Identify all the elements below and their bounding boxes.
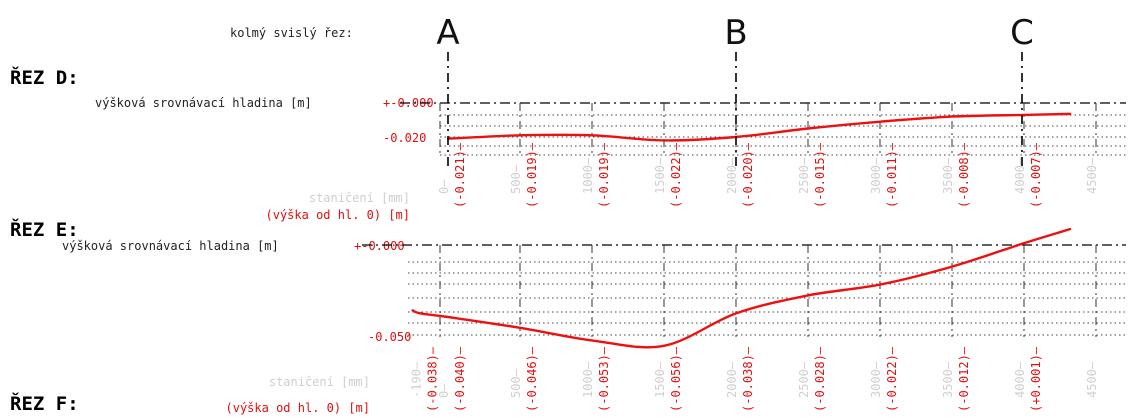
section-d-station-tick: 2000— (725, 157, 739, 194)
section-e-height-label: (-0.056)— (669, 346, 683, 412)
cut-header-label: kolmý svislý řez: (230, 26, 353, 40)
level-label-d: -0.020 (383, 131, 426, 145)
section-d-station-tick: 3500— (941, 157, 955, 194)
section-d-height-label: (-0.020)— (741, 142, 755, 208)
section-e-profile-chart: -190— 0— 500— 1000— 1500— 2000— 2500— 3000— 3500… (362, 227, 1126, 412)
section-d-height-label: (-0.008)— (957, 142, 971, 208)
height-label-e: (výška od hl. 0) [m] (226, 401, 371, 415)
section-e-station-tick: 4500— (1085, 361, 1099, 398)
reference-label-e: výšková srovnávací hladina [m] (62, 239, 279, 253)
section-e-station-tick: 2000— (725, 361, 739, 398)
section-d-height-label: (-0.011)— (885, 142, 899, 208)
section-e-station-tick: 1000— (581, 361, 595, 398)
section-d-height-label: (-0.019)— (597, 142, 611, 208)
section-d-height-label: (-0.015)— (813, 142, 827, 208)
cut-letter-a: A (436, 13, 459, 53)
section-e-station-tick: 4000— (1013, 361, 1027, 398)
section-e-height-label: (-0.022)— (885, 346, 899, 412)
section-e-height-label: (-0.038)— (741, 346, 755, 412)
section-e-station-tick: 3000— (869, 361, 883, 398)
section-d-height-label: (-0.022)— (669, 142, 683, 208)
section-d-station-tick: 1000— (581, 157, 595, 194)
station-label-e: staničení [mm] (269, 375, 370, 389)
section-e-height-label: (-0.012)— (957, 346, 971, 412)
section-d-station-tick: 500— (509, 164, 523, 194)
section-e-station-tick: 1500— (653, 361, 667, 398)
section-d-station-tick: 1500— (653, 157, 667, 194)
station-label-d: staničení [mm] (309, 191, 410, 205)
section-d-station-tick: 3000— (869, 157, 883, 194)
section-e-height-label: (-0.028)— (813, 346, 827, 412)
section-e-height-label: (-0.040)— (453, 346, 467, 412)
section-d-station-tick: 2500— (797, 157, 811, 194)
section-e-height-label: (-0.046)— (525, 346, 539, 412)
section-e-height-label: (-0.038)— (426, 346, 440, 412)
section-d-height-label: (-0.021)— (453, 142, 467, 208)
section-title-d: ŘEZ D: (10, 65, 79, 89)
reference-value-e: +-0.000 (354, 239, 405, 253)
section-d-height-label: (-0.019)— (525, 142, 539, 208)
section-d-profile-line (446, 112, 1072, 142)
section-d-station-tick: 4500— (1085, 157, 1099, 194)
section-e-profile-line (411, 227, 1072, 349)
reference-label-d: výšková srovnávací hladina [m] (95, 96, 312, 110)
section-e-station-tick: 0— (437, 383, 451, 398)
section-e-station-tick: -190— (410, 361, 424, 398)
cut-letter-b: B (724, 13, 747, 53)
section-e-station-tick: 3500— (941, 361, 955, 398)
height-label-d: (výška od hl. 0) [m] (266, 208, 411, 222)
level-label-e: -0.050 (368, 330, 411, 344)
section-title-e: ŘEZ E: (10, 217, 79, 241)
section-d-height-label: (-0.007)— (1029, 142, 1043, 208)
section-e-station-tick: 500— (509, 368, 523, 398)
section-e-station-tick: 2500— (797, 361, 811, 398)
section-e-height-label: (+0.001)— (1029, 346, 1043, 412)
section-title-f: ŘEZ F: (10, 391, 79, 415)
cut-letter-c: C (1010, 13, 1034, 53)
section-d-station-tick: 4000— (1013, 157, 1027, 194)
section-d-station-tick: 0— (437, 179, 451, 194)
section-e-height-label: (-0.053)— (597, 346, 611, 412)
section-d-profile-chart: 0— 500— 1000— 1500— 2000— 2500— 3000— 3500— 4000… (400, 102, 1126, 208)
cut-lines (447, 52, 1023, 168)
